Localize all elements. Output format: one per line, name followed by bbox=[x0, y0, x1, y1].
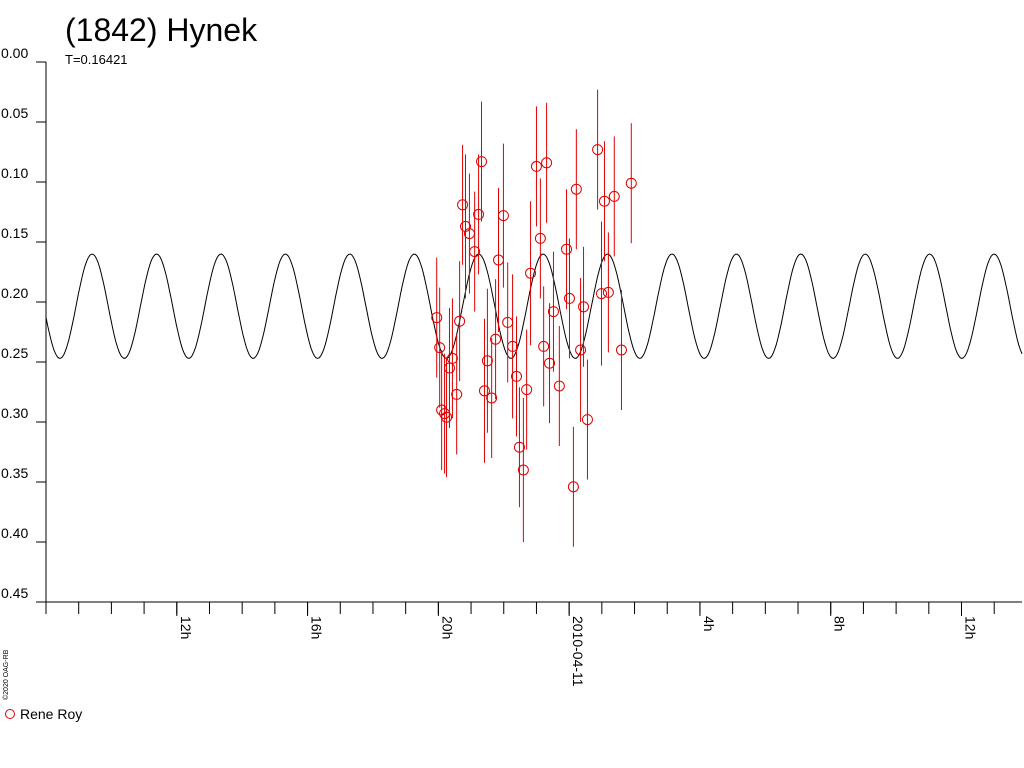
x-tick-label: 12h bbox=[963, 616, 979, 639]
data-point bbox=[446, 352, 458, 364]
data-point bbox=[454, 315, 466, 327]
data-point bbox=[481, 355, 493, 367]
data-point bbox=[570, 183, 582, 195]
y-tick-label: 0.45 bbox=[1, 585, 28, 601]
data-point bbox=[525, 267, 537, 279]
x-tick-label: 4h bbox=[701, 616, 717, 632]
data-point bbox=[615, 344, 627, 356]
period-label: T=0.16421 bbox=[65, 52, 128, 67]
data-point bbox=[547, 306, 559, 318]
data-point bbox=[497, 210, 509, 222]
y-tick-label: 0.35 bbox=[1, 465, 28, 481]
x-tick-label: 2010-04-11 bbox=[570, 616, 586, 687]
data-point bbox=[553, 380, 565, 392]
data-point bbox=[473, 208, 485, 220]
y-tick-label: 0.00 bbox=[1, 45, 28, 61]
y-tick-label: 0.05 bbox=[1, 105, 28, 121]
data-point bbox=[490, 333, 502, 345]
y-tick-label: 0.40 bbox=[1, 525, 28, 541]
model-curve bbox=[45, 253, 1023, 359]
data-point bbox=[486, 392, 498, 404]
y-tick-label: 0.10 bbox=[1, 165, 28, 181]
data-point bbox=[478, 385, 490, 397]
y-tick-label: 0.25 bbox=[1, 345, 28, 361]
legend-label: Rene Roy bbox=[20, 706, 82, 722]
data-point bbox=[561, 243, 573, 255]
credit: ©2020 OAG-RB bbox=[2, 649, 10, 700]
x-tick-label: 20h bbox=[439, 616, 455, 639]
data-point bbox=[507, 340, 519, 352]
data-point bbox=[596, 288, 608, 300]
data-point bbox=[476, 156, 488, 168]
data-point bbox=[457, 199, 469, 211]
data-point bbox=[517, 464, 529, 476]
data-point bbox=[441, 411, 453, 423]
data-point bbox=[608, 190, 620, 202]
data-point bbox=[598, 195, 610, 207]
data-point bbox=[575, 344, 587, 356]
data-point bbox=[602, 286, 614, 298]
data-point bbox=[541, 157, 553, 169]
chart-title: (1842) Hynek bbox=[65, 12, 258, 48]
data-point bbox=[581, 414, 593, 426]
data-point bbox=[567, 481, 579, 493]
data-point bbox=[460, 220, 472, 232]
x-tick-label: 8h bbox=[832, 616, 848, 632]
y-tick-label: 0.30 bbox=[1, 405, 28, 421]
data-point bbox=[521, 384, 533, 396]
legend-marker bbox=[5, 709, 15, 719]
x-tick-label: 12h bbox=[178, 616, 194, 639]
data-point bbox=[544, 357, 556, 369]
data-point bbox=[431, 312, 443, 324]
data-point bbox=[578, 301, 590, 313]
data-point bbox=[434, 342, 446, 354]
data-point bbox=[563, 292, 575, 304]
y-tick-label: 0.20 bbox=[1, 285, 28, 301]
x-tick-label: 16h bbox=[309, 616, 325, 639]
data-point bbox=[469, 246, 481, 258]
data-point bbox=[511, 370, 523, 382]
data-point bbox=[451, 388, 463, 400]
data-point bbox=[625, 177, 637, 189]
data-point bbox=[538, 340, 550, 352]
data-point bbox=[513, 441, 525, 453]
y-tick-label: 0.15 bbox=[1, 225, 28, 241]
data-point bbox=[534, 232, 546, 244]
data-point bbox=[530, 160, 542, 172]
data-point bbox=[592, 144, 604, 156]
